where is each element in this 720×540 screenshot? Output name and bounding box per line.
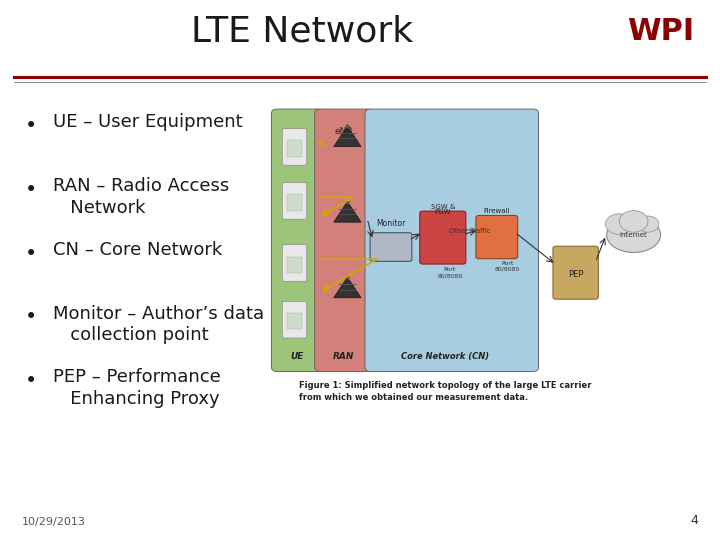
Text: •: • xyxy=(25,371,37,391)
Text: Monitor – Author’s data
   collection point: Monitor – Author’s data collection point xyxy=(53,305,264,344)
Text: •: • xyxy=(25,244,37,264)
Bar xyxy=(287,313,302,329)
Text: 10/29/2013: 10/29/2013 xyxy=(22,516,86,526)
Text: Firewall: Firewall xyxy=(484,208,510,214)
Text: eNB: eNB xyxy=(335,127,353,136)
FancyBboxPatch shape xyxy=(315,109,373,372)
FancyBboxPatch shape xyxy=(282,129,307,165)
Bar xyxy=(287,256,302,273)
Text: Internet: Internet xyxy=(620,232,647,238)
Text: PGW: PGW xyxy=(435,209,451,215)
Text: UE: UE xyxy=(290,352,304,361)
Text: WPI: WPI xyxy=(628,17,695,46)
Bar xyxy=(287,140,302,157)
Text: UE – User Equipment: UE – User Equipment xyxy=(53,113,242,131)
Polygon shape xyxy=(334,126,361,146)
FancyBboxPatch shape xyxy=(282,183,307,219)
Bar xyxy=(287,194,302,211)
Text: RAN – Radio Access
   Network: RAN – Radio Access Network xyxy=(53,177,229,217)
Text: CN – Core Network: CN – Core Network xyxy=(53,241,222,259)
Text: Monitor: Monitor xyxy=(377,219,405,228)
Text: Other Traffic: Other Traffic xyxy=(449,227,490,234)
Text: RAN: RAN xyxy=(333,352,354,361)
Text: SGW &: SGW & xyxy=(431,204,455,210)
FancyBboxPatch shape xyxy=(271,109,323,372)
Text: Core Network (CN): Core Network (CN) xyxy=(400,352,489,361)
Polygon shape xyxy=(334,277,361,298)
FancyBboxPatch shape xyxy=(370,233,412,261)
Text: LTE Network: LTE Network xyxy=(192,15,413,49)
Text: •: • xyxy=(25,307,37,327)
Text: PEP – Performance
   Enhancing Proxy: PEP – Performance Enhancing Proxy xyxy=(53,368,220,408)
FancyBboxPatch shape xyxy=(553,246,598,299)
Text: Port
80/8080: Port 80/8080 xyxy=(495,261,521,272)
Ellipse shape xyxy=(606,217,661,253)
Ellipse shape xyxy=(619,211,648,232)
FancyBboxPatch shape xyxy=(282,301,307,338)
FancyBboxPatch shape xyxy=(365,109,539,372)
Text: PEP: PEP xyxy=(568,270,584,279)
Text: •: • xyxy=(25,116,37,136)
Ellipse shape xyxy=(606,214,633,234)
Text: Figure 1: Simplified network topology of the large LTE carrier
from which we obt: Figure 1: Simplified network topology of… xyxy=(299,381,591,402)
Text: •: • xyxy=(25,180,37,200)
Text: Port
80/8080: Port 80/8080 xyxy=(437,267,463,278)
Text: 4: 4 xyxy=(690,514,698,526)
Ellipse shape xyxy=(637,216,659,232)
FancyBboxPatch shape xyxy=(476,215,518,259)
FancyBboxPatch shape xyxy=(282,245,307,281)
Polygon shape xyxy=(334,201,361,222)
FancyBboxPatch shape xyxy=(420,211,466,264)
